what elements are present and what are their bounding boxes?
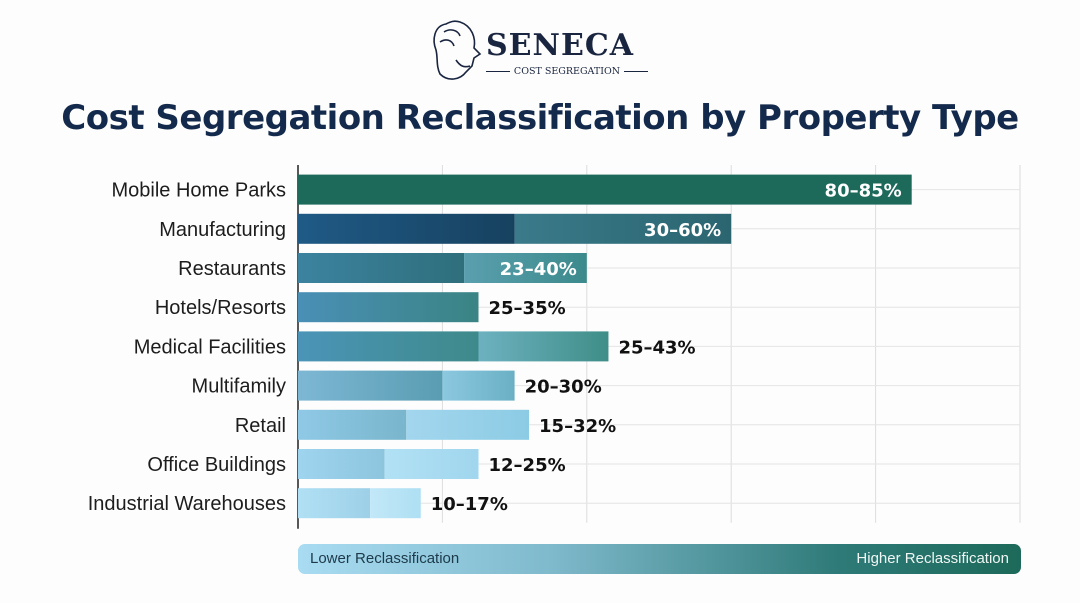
data-label: 23–40% — [500, 259, 577, 280]
data-label: 15–32% — [539, 416, 616, 437]
bar-low-segment — [298, 331, 479, 362]
brand-tagline-row: COST SEGREGATION — [486, 66, 649, 77]
bar-low-segment — [298, 213, 515, 244]
data-label: 30–60% — [644, 220, 721, 241]
category-label: Retail — [235, 415, 286, 437]
bar-high-segment — [514, 213, 732, 244]
data-label: 80–85% — [825, 181, 902, 202]
bar-high-segment — [384, 449, 479, 479]
legend-low-label: Lower Reclassification — [310, 550, 460, 567]
color-legend: Lower Reclassification Higher Reclassifi… — [298, 544, 1021, 574]
bar-low-segment — [298, 370, 443, 401]
category-label: Medical Facilities — [134, 336, 286, 358]
chart-title: Cost Segregation Reclassification by Pro… — [61, 98, 1019, 138]
bar-high-segment — [370, 488, 421, 519]
category-label: Multifamily — [192, 376, 286, 398]
bar-mobile-home-parks — [298, 174, 912, 205]
bar-high-segment — [442, 370, 515, 401]
category-label: Manufacturing — [159, 219, 286, 241]
category-label: Mobile Home Parks — [111, 180, 286, 202]
data-label: 12–25% — [489, 455, 566, 476]
divider — [486, 70, 510, 73]
legend-high-label: Higher Reclassification — [856, 550, 1009, 567]
bar-low-segment — [298, 409, 407, 440]
bar-high-segment — [406, 409, 530, 440]
category-label: Restaurants — [178, 258, 286, 280]
brand-tagline: COST SEGREGATION — [513, 66, 621, 77]
bar-low-segment — [298, 449, 385, 479]
bar-high-segment — [464, 253, 587, 283]
data-label: 25–35% — [489, 298, 566, 319]
divider — [624, 70, 649, 73]
data-label: 25–43% — [618, 337, 695, 358]
bar-low-segment — [298, 292, 479, 323]
data-label: 20–30% — [525, 377, 602, 398]
brand-name: SENECA — [486, 28, 634, 63]
bar-high-segment — [478, 331, 609, 362]
bar-low-segment — [298, 488, 371, 519]
data-label: 10–17% — [431, 494, 508, 515]
category-label: Industrial Warehouses — [88, 493, 286, 515]
bar-low-segment — [298, 253, 465, 283]
category-label: Hotels/Resorts — [155, 297, 286, 319]
category-label: Office Buildings — [147, 454, 286, 476]
seneca-logo: SENECA COST SEGREGATION — [430, 16, 660, 86]
seneca-bust-icon — [433, 20, 482, 80]
